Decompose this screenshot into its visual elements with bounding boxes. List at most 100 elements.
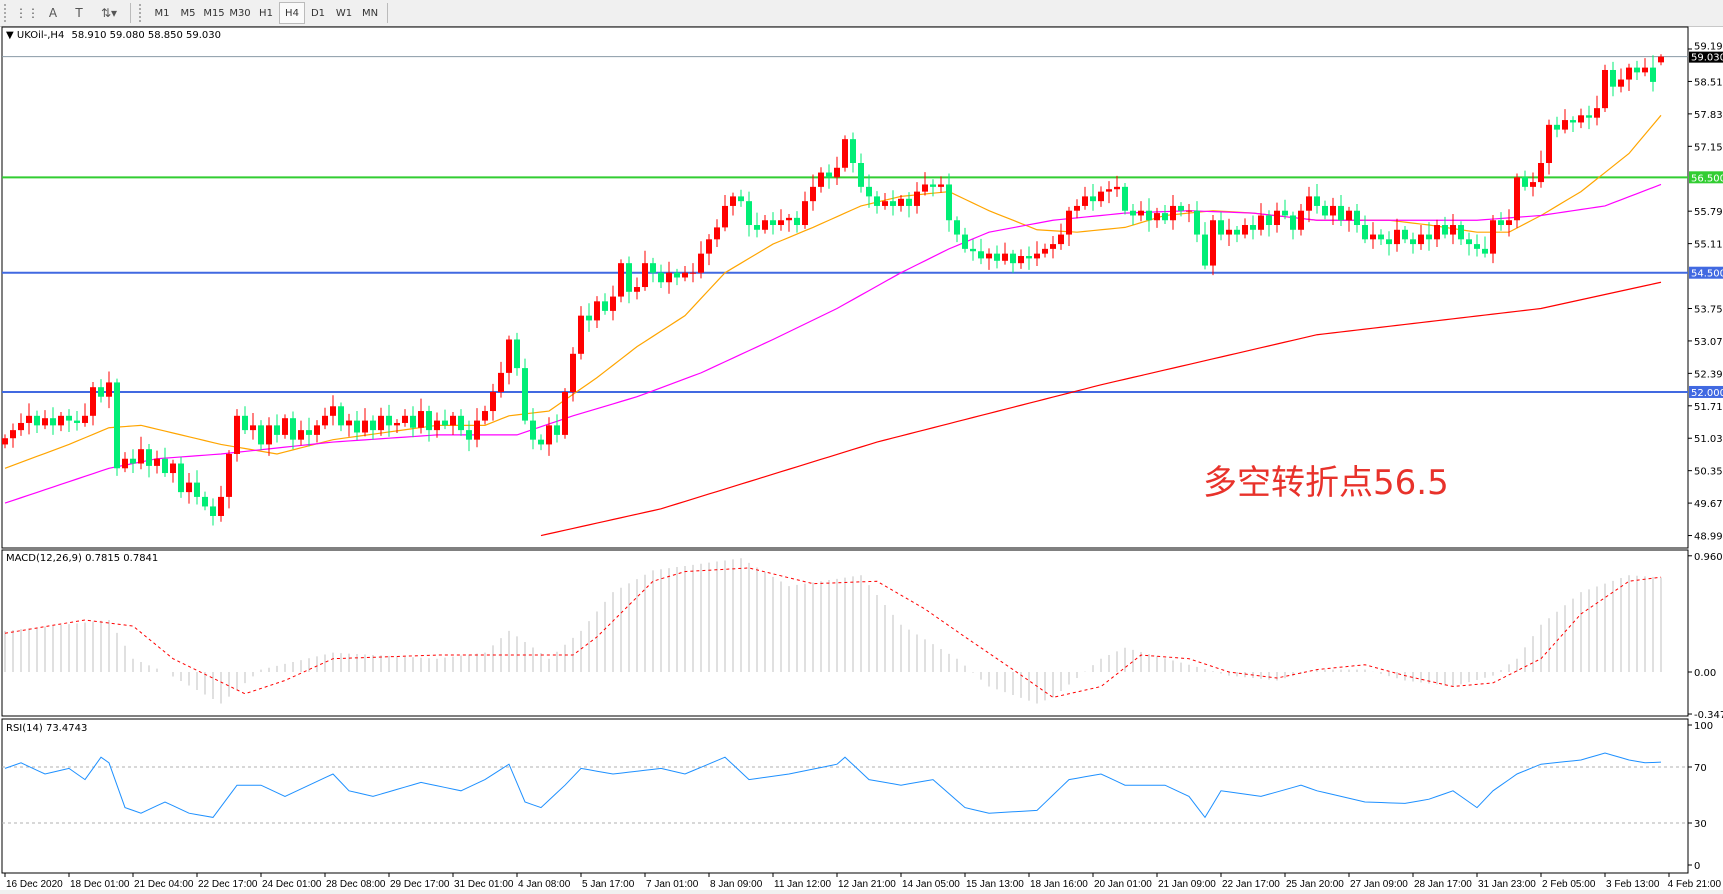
candle — [1306, 186, 1312, 223]
candle-body — [1098, 191, 1104, 202]
candle-body — [1586, 115, 1592, 118]
time-tick-label: 20 Jan 01:00 — [1094, 879, 1152, 890]
timeframe-m1[interactable]: M1 — [154, 7, 170, 19]
candle-body — [738, 196, 744, 202]
candle-body — [1090, 196, 1096, 202]
candle-body — [770, 220, 776, 226]
candle-body — [1362, 225, 1368, 240]
candle — [1322, 200, 1328, 220]
candle-body — [10, 430, 16, 439]
text-label-icon[interactable]: T — [75, 6, 83, 20]
candle — [58, 411, 64, 432]
timeframe-h4[interactable]: H4 — [279, 2, 305, 24]
candle-body — [1578, 115, 1584, 123]
macd-tick-label: -0.3473 — [1694, 710, 1723, 721]
candle-body — [658, 272, 664, 283]
candle — [826, 164, 832, 189]
arrows-icon[interactable]: ⇅▾ — [100, 6, 118, 20]
candle — [354, 411, 360, 441]
candle — [1170, 194, 1176, 230]
timeframe-d1[interactable]: D1 — [310, 7, 326, 19]
candle — [66, 409, 72, 433]
toolbar-grip[interactable] — [4, 4, 10, 22]
candle-body — [210, 506, 216, 516]
candle-body — [114, 382, 120, 469]
collapse-triangle-icon[interactable]: ▼ — [6, 30, 14, 41]
candle-body — [722, 205, 728, 228]
timeframe-mn[interactable]: MN — [361, 7, 379, 19]
candle-body — [706, 239, 712, 254]
candle-body — [1370, 234, 1376, 240]
candle-body — [1322, 205, 1328, 216]
candle — [370, 415, 376, 440]
text-icon[interactable]: A — [48, 6, 58, 20]
candle-body — [762, 220, 768, 230]
time-tick-label: 22 Dec 17:00 — [198, 879, 258, 890]
candle-body — [858, 163, 864, 187]
ma-slow-line — [540, 281, 1662, 537]
candle-body — [1034, 253, 1040, 259]
candle — [1474, 234, 1480, 257]
toolbar-grip[interactable] — [139, 4, 145, 22]
candle-body — [1634, 67, 1640, 73]
candle — [770, 212, 776, 235]
price-tick-label: 50.350 — [1694, 467, 1723, 478]
candle — [802, 191, 808, 229]
candle-body — [498, 372, 504, 392]
fibo-icon[interactable]: ⋮⋮ — [15, 6, 39, 20]
candle — [170, 459, 176, 483]
candle-body — [1490, 220, 1496, 254]
candle — [506, 335, 512, 385]
time-tick-label: 25 Jan 20:00 — [1286, 879, 1344, 890]
candle — [450, 411, 456, 435]
candle — [834, 156, 840, 185]
candle — [1586, 105, 1592, 130]
ohlc-values: 58.910 59.080 58.850 59.030 — [71, 30, 222, 41]
candle — [1066, 206, 1072, 247]
candle — [82, 403, 88, 427]
candle — [666, 261, 672, 294]
timeframe-m30[interactable]: M30 — [229, 7, 251, 19]
macd-tick-label: 0.00 — [1694, 668, 1716, 679]
price-tick-label: 51.710 — [1694, 402, 1723, 413]
candle-body — [146, 449, 152, 466]
candle-body — [138, 449, 144, 464]
candle — [1354, 204, 1360, 233]
candle — [1450, 214, 1456, 245]
candle — [1658, 54, 1664, 66]
candle — [466, 420, 472, 452]
candle-body — [154, 458, 160, 466]
candle-body — [266, 425, 272, 445]
timeframe-m15[interactable]: M15 — [203, 7, 225, 19]
candle-body — [450, 415, 456, 426]
candle-body — [42, 418, 48, 426]
candle-body — [1458, 225, 1464, 240]
candle-body — [1538, 163, 1544, 183]
timeframe-w1[interactable]: W1 — [335, 7, 353, 19]
candle — [1026, 246, 1032, 270]
time-tick-label: 3 Feb 13:00 — [1606, 879, 1660, 890]
candle — [1466, 232, 1472, 256]
candle-body — [562, 391, 568, 435]
candle-body — [346, 420, 352, 426]
candle — [1002, 242, 1008, 265]
candle-body — [18, 422, 24, 431]
candle — [1386, 231, 1392, 256]
timeframe-h1[interactable]: H1 — [259, 7, 273, 19]
candle — [786, 214, 792, 232]
candle-body — [626, 263, 632, 292]
candle-body — [1594, 108, 1600, 118]
main-panel — [1, 26, 1689, 549]
candle — [34, 410, 40, 433]
candle-body — [178, 463, 184, 493]
time-tick-label: 28 Dec 08:00 — [326, 879, 386, 890]
candle-body — [1290, 215, 1296, 230]
toolbar-separator — [387, 3, 388, 23]
timeframe-m5[interactable]: M5 — [180, 7, 196, 19]
candle-body — [1306, 196, 1312, 211]
candle — [258, 420, 264, 451]
candle — [906, 192, 912, 218]
candle — [74, 411, 80, 431]
candle — [1098, 186, 1104, 207]
